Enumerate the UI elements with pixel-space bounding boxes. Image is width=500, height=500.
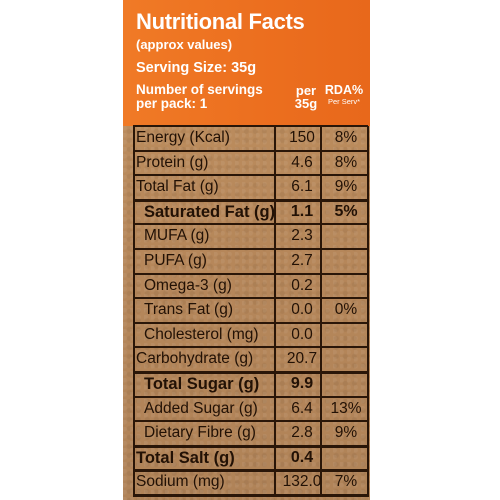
approx-note: (approx values) bbox=[136, 37, 233, 52]
row-divider bbox=[133, 420, 369, 423]
nutrient-rda: 8% bbox=[334, 129, 358, 146]
row-divider bbox=[133, 371, 369, 374]
row-divider bbox=[133, 395, 369, 398]
nutrient-value: 150 bbox=[289, 129, 315, 146]
rda-header-line-2: Per Serv* bbox=[327, 97, 361, 106]
nutrient-name: Added Sugar (g) bbox=[144, 399, 258, 417]
servings-line-1: Number of servings bbox=[136, 82, 263, 97]
nutrient-name: MUFA (g) bbox=[144, 227, 210, 245]
row-divider bbox=[133, 494, 369, 497]
nutrient-rda: 13% bbox=[330, 399, 362, 417]
serving-size: Serving Size: 35g bbox=[136, 60, 257, 76]
nutrient-name: Energy (Kcal) bbox=[136, 129, 230, 146]
nutrient-value: 20.7 bbox=[286, 350, 318, 368]
nutrient-name: Dietary Fibre (g) bbox=[144, 424, 256, 442]
per-serving-header: per 35g bbox=[291, 84, 321, 110]
nutrient-rda: 9% bbox=[334, 424, 358, 442]
row-divider bbox=[133, 223, 369, 226]
per-header-line-2: 35g bbox=[294, 96, 318, 111]
rda-header-line-1: RDA% bbox=[324, 83, 364, 97]
row-divider bbox=[133, 248, 369, 250]
row-divider bbox=[133, 174, 369, 177]
nutrient-value: 0.0 bbox=[291, 325, 313, 343]
nutrient-name: Carbohydrate (g) bbox=[136, 350, 254, 368]
nutrient-rda: 7% bbox=[334, 473, 358, 491]
servings-line-2: per pack: 1 bbox=[136, 96, 208, 111]
row-divider bbox=[133, 346, 369, 349]
row-divider bbox=[133, 198, 369, 202]
nutrient-name: Protein (g) bbox=[136, 153, 209, 171]
table-right-border bbox=[367, 126, 369, 495]
nutrient-name: Saturated Fat (g) bbox=[144, 202, 276, 221]
nutrient-value: 132.0 bbox=[282, 473, 322, 491]
row-divider bbox=[133, 469, 369, 473]
row-divider bbox=[133, 321, 369, 324]
label-header: Nutritional Facts (approx values) Servin… bbox=[123, 0, 370, 126]
nutrient-name: Total Fat (g) bbox=[136, 178, 219, 196]
rda-header: RDA% Per Serv* bbox=[320, 84, 368, 108]
table-left-border bbox=[133, 126, 135, 495]
nutrient-name: Sodium (mg) bbox=[136, 473, 225, 491]
label-title: Nutritional Facts bbox=[136, 9, 305, 34]
nutrient-name: Omega-3 (g) bbox=[144, 276, 232, 294]
nutrient-name: Cholesterol (mg) bbox=[144, 325, 259, 343]
servings-per-pack: Number of servings per pack: 1 bbox=[136, 83, 263, 111]
nutrient-rda: 5% bbox=[334, 202, 358, 220]
nutrient-rda: 9% bbox=[334, 178, 358, 196]
nutrient-name: Total Sugar (g) bbox=[144, 375, 260, 393]
nutrient-value: 1.1 bbox=[290, 202, 314, 220]
nutrient-value: 4.6 bbox=[291, 153, 313, 171]
nutrient-rda: 0% bbox=[334, 301, 358, 319]
nutrient-rda: 8% bbox=[334, 153, 358, 171]
row-divider bbox=[133, 149, 369, 152]
nutrition-label: Nutritional Facts (approx values) Servin… bbox=[123, 0, 370, 500]
table-top-border bbox=[133, 125, 368, 127]
nutrient-name: Trans Fat (g) bbox=[144, 301, 233, 319]
nutrient-value: 6.1 bbox=[291, 178, 313, 196]
nutrient-value: 0.2 bbox=[291, 276, 313, 294]
nutrient-value: 2.3 bbox=[291, 227, 313, 245]
nutrient-value: 2.8 bbox=[291, 424, 313, 442]
nutrient-name: Total Salt (g) bbox=[136, 448, 235, 467]
nutrient-value: 9.9 bbox=[290, 375, 314, 392]
divider-name-value bbox=[274, 126, 276, 495]
row-divider bbox=[133, 297, 369, 300]
divider-value-rda bbox=[320, 126, 322, 495]
row-divider bbox=[133, 272, 369, 275]
row-divider bbox=[133, 444, 369, 448]
nutrient-value: 2.7 bbox=[291, 252, 313, 269]
nutrient-name: PUFA (g) bbox=[144, 252, 207, 269]
per-header-line-1: per bbox=[295, 83, 317, 98]
nutrient-value: 0.4 bbox=[290, 448, 314, 466]
nutrient-value: 0.0 bbox=[291, 301, 313, 319]
nutrient-value: 6.4 bbox=[291, 399, 313, 417]
